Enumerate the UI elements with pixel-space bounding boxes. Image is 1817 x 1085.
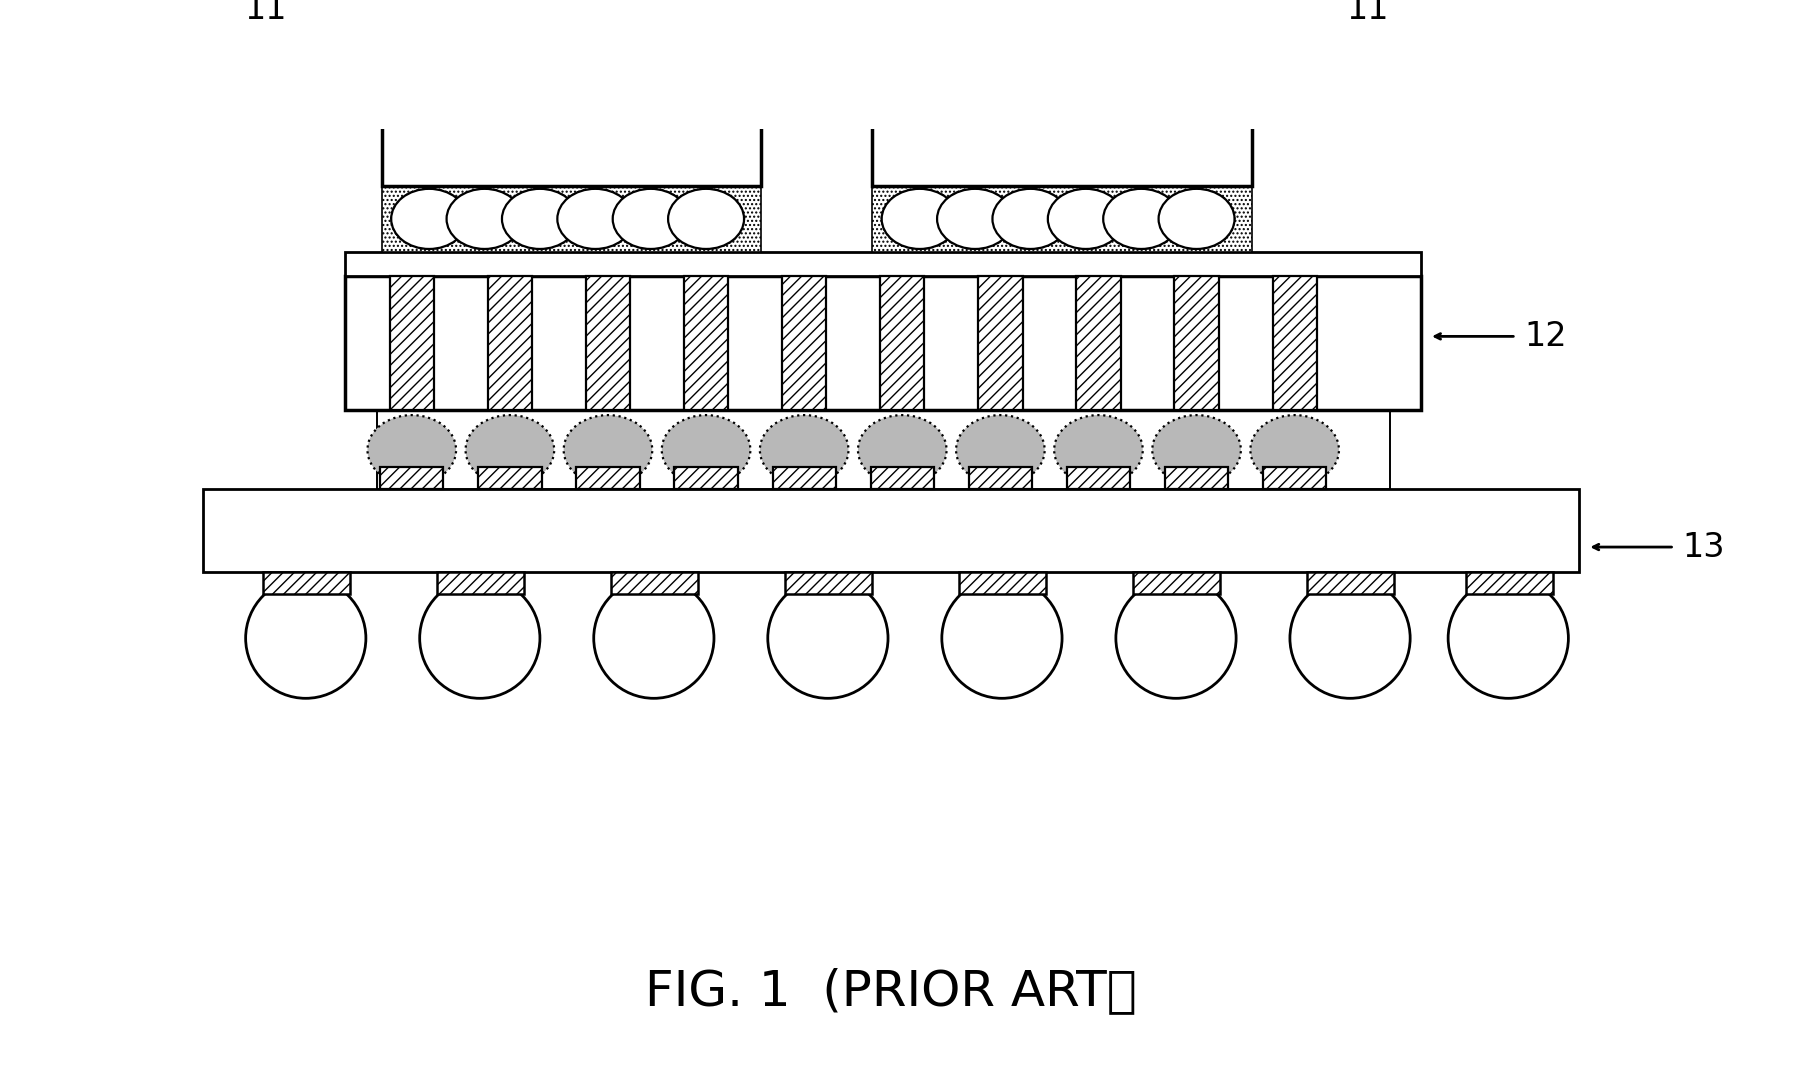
Ellipse shape	[465, 416, 554, 485]
Bar	[389, 276, 434, 410]
Ellipse shape	[391, 189, 467, 248]
Bar	[1272, 276, 1317, 410]
Bar	[382, 186, 761, 252]
Ellipse shape	[1103, 189, 1179, 248]
Text: 11: 11	[243, 0, 287, 26]
Bar	[772, 468, 836, 489]
Text: 13: 13	[1683, 531, 1724, 563]
Bar	[1466, 572, 1552, 593]
Bar	[611, 572, 698, 593]
Bar	[263, 572, 351, 593]
Bar	[879, 276, 925, 410]
Ellipse shape	[447, 189, 523, 248]
Ellipse shape	[420, 578, 540, 699]
Bar	[959, 572, 1047, 593]
Ellipse shape	[594, 578, 714, 699]
Ellipse shape	[447, 189, 523, 248]
Ellipse shape	[1048, 189, 1123, 248]
Bar	[438, 572, 523, 593]
Ellipse shape	[941, 578, 1063, 699]
Bar	[683, 276, 729, 410]
Ellipse shape	[1048, 189, 1123, 248]
Bar	[345, 252, 1421, 276]
Bar	[978, 276, 1023, 410]
Ellipse shape	[669, 189, 743, 248]
Ellipse shape	[563, 416, 652, 485]
Bar	[1165, 468, 1228, 489]
Ellipse shape	[1152, 416, 1241, 485]
Ellipse shape	[1448, 578, 1568, 699]
Ellipse shape	[1250, 416, 1339, 485]
Bar	[1076, 276, 1121, 410]
Bar	[376, 410, 1390, 489]
Bar	[585, 276, 630, 410]
Ellipse shape	[612, 189, 689, 248]
Ellipse shape	[881, 189, 958, 248]
Ellipse shape	[769, 578, 889, 699]
Ellipse shape	[1116, 578, 1236, 699]
Bar	[1174, 276, 1219, 410]
Ellipse shape	[501, 189, 578, 248]
Bar	[380, 468, 443, 489]
Ellipse shape	[558, 189, 634, 248]
Bar	[382, 0, 761, 186]
Ellipse shape	[558, 189, 634, 248]
Ellipse shape	[938, 189, 1014, 248]
Ellipse shape	[992, 189, 1068, 248]
Ellipse shape	[669, 189, 743, 248]
Bar	[487, 276, 532, 410]
Bar	[1263, 468, 1326, 489]
Text: 12: 12	[1524, 320, 1566, 353]
Ellipse shape	[938, 189, 1014, 248]
Ellipse shape	[501, 189, 578, 248]
Text: FIG. 1  (PRIOR ART）: FIG. 1 (PRIOR ART）	[645, 967, 1137, 1016]
Ellipse shape	[245, 578, 365, 699]
Bar	[781, 276, 827, 410]
Bar	[1134, 572, 1221, 593]
Ellipse shape	[1159, 189, 1234, 248]
Ellipse shape	[760, 416, 849, 485]
Ellipse shape	[881, 189, 958, 248]
Ellipse shape	[391, 189, 467, 248]
Ellipse shape	[992, 189, 1068, 248]
Bar	[204, 489, 1579, 572]
Text: 11: 11	[1346, 0, 1390, 26]
Ellipse shape	[1159, 189, 1234, 248]
Ellipse shape	[858, 416, 947, 485]
Bar	[674, 468, 738, 489]
Ellipse shape	[612, 189, 689, 248]
Bar	[872, 0, 1252, 186]
Bar	[785, 572, 872, 593]
Bar	[872, 186, 1252, 252]
Ellipse shape	[1054, 416, 1143, 485]
Ellipse shape	[1103, 189, 1179, 248]
Ellipse shape	[367, 416, 456, 485]
Ellipse shape	[661, 416, 750, 485]
Bar	[1306, 572, 1394, 593]
Bar	[870, 468, 934, 489]
Bar	[576, 468, 640, 489]
Bar	[478, 468, 541, 489]
Ellipse shape	[1290, 578, 1410, 699]
Bar	[1067, 468, 1130, 489]
Bar	[345, 276, 1421, 410]
Bar	[968, 468, 1032, 489]
Ellipse shape	[956, 416, 1045, 485]
